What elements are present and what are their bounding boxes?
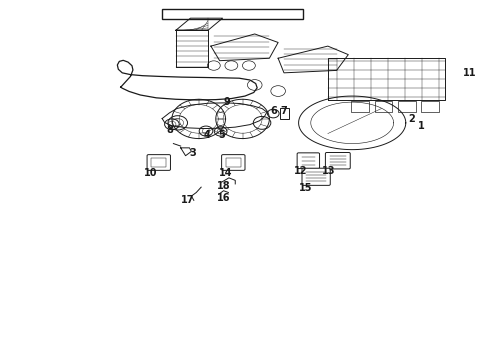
Bar [226,158,241,167]
Text: 17: 17 [181,195,194,204]
Text: 14: 14 [219,168,232,178]
Text: 13: 13 [322,166,336,176]
FancyBboxPatch shape [221,155,245,170]
Text: 6: 6 [271,106,278,116]
Text: 15: 15 [299,183,313,193]
FancyBboxPatch shape [297,153,319,168]
Text: 9: 9 [223,97,230,107]
Text: 7: 7 [281,106,287,116]
FancyBboxPatch shape [147,155,171,170]
Text: 2: 2 [408,114,415,124]
Text: 5: 5 [219,130,225,140]
FancyBboxPatch shape [325,153,350,169]
Text: 12: 12 [294,166,307,176]
Text: 18: 18 [217,181,230,191]
FancyBboxPatch shape [302,168,330,185]
Text: 8: 8 [167,125,173,135]
Text: 11: 11 [463,68,476,78]
Bar [421,101,439,112]
Text: 4: 4 [204,130,210,140]
Text: 16: 16 [217,193,231,203]
Bar [374,101,392,112]
Bar [351,101,369,112]
Text: 3: 3 [189,148,196,158]
Text: 1: 1 [418,121,425,131]
Bar [162,9,303,19]
Bar [280,108,289,118]
Bar [151,158,166,167]
Text: 10: 10 [144,168,157,178]
Bar [398,101,416,112]
